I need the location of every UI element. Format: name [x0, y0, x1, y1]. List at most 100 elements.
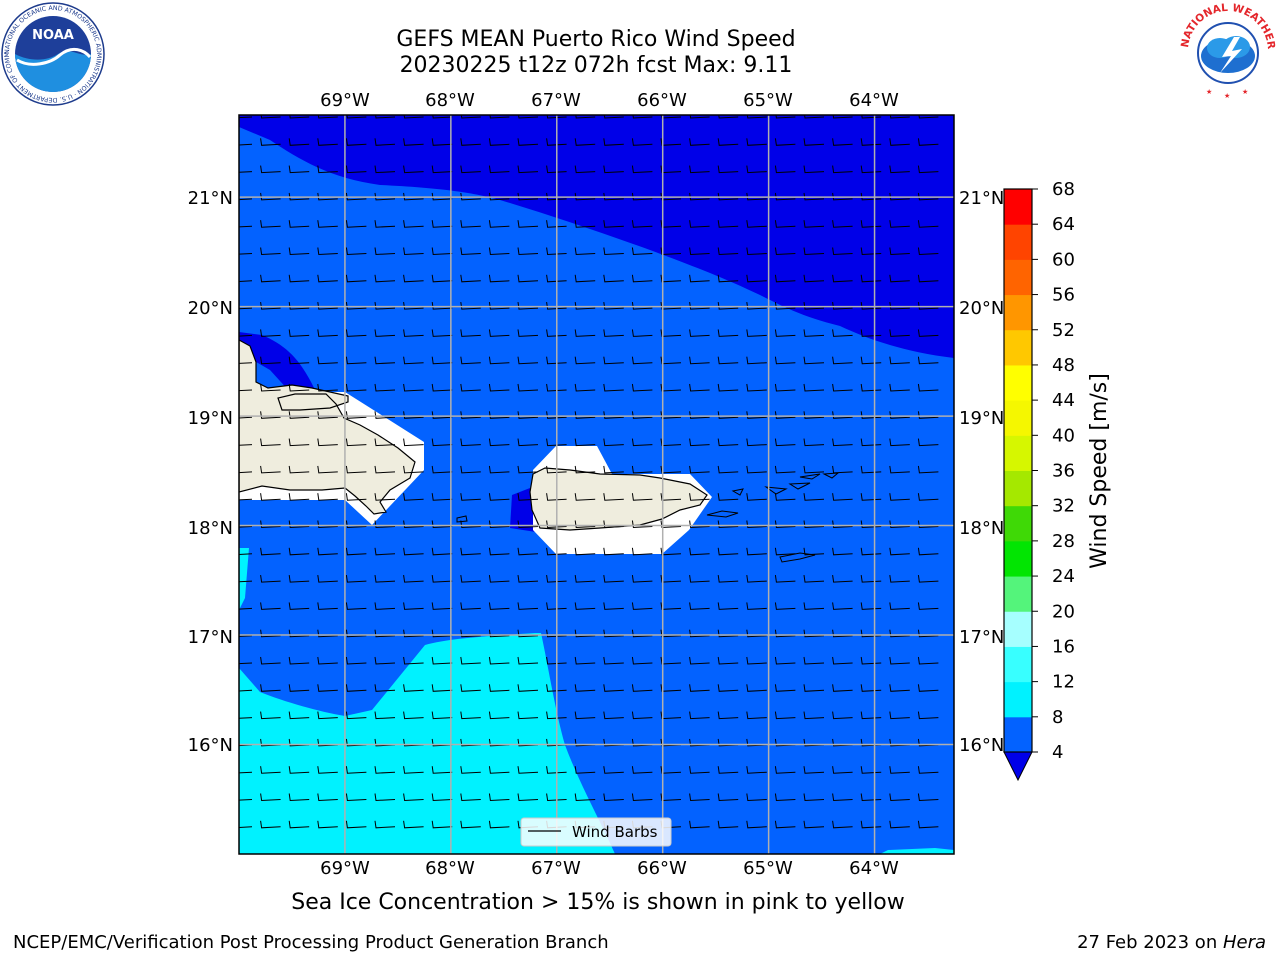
wind-barb: [917, 274, 939, 283]
wind-barb: [717, 356, 739, 365]
wind-barb: [746, 575, 767, 583]
wind-barb: [717, 629, 739, 638]
wind-barb: [288, 629, 310, 638]
wind-barb: [517, 411, 539, 419]
wind-barb: [889, 656, 910, 665]
wind-barb: [374, 465, 396, 474]
wind-barb: [345, 520, 367, 529]
wind-barb: [546, 629, 567, 638]
wind-barb: [239, 771, 253, 774]
wind-barb: [460, 165, 481, 174]
wind-barb: [317, 820, 338, 829]
wind-barb: [345, 138, 367, 146]
wind-barb: [803, 766, 825, 774]
wind-barb: [832, 684, 853, 692]
wind-barb: [832, 165, 853, 174]
wind-barb: [689, 220, 710, 228]
wind-barb: [431, 547, 453, 556]
wind-barb: [689, 138, 710, 146]
footer-date-text: 27 Feb 2023 on: [1077, 932, 1223, 953]
wind-barb: [917, 329, 939, 337]
wind-barb: [460, 602, 481, 610]
wind-barb: [239, 280, 253, 282]
wind-barb: [889, 302, 910, 310]
wind-barb: [403, 192, 424, 201]
wind-barb: [403, 411, 424, 419]
wind-barb: [488, 711, 510, 720]
wind-barb: [431, 220, 453, 228]
wind-barb: [689, 684, 710, 692]
wind-barb: [718, 115, 739, 119]
colorbar-segment: [1004, 646, 1032, 683]
colorbar-tick-label: 32: [1052, 496, 1075, 517]
wind-barb: [917, 138, 939, 146]
wind-barb: [431, 629, 453, 638]
wind-barb: [746, 793, 767, 802]
wind-barb: [603, 220, 624, 228]
sea-ice-caption: Sea Ice Concentration > 15% is shown in …: [291, 890, 905, 915]
wind-barb: [374, 820, 396, 829]
wind-barb: [774, 220, 796, 228]
wind-barb: [917, 547, 939, 556]
wind-barb: [460, 493, 481, 501]
wind-barb: [631, 602, 653, 610]
wind-barb: [574, 138, 596, 146]
wind-barb: [239, 143, 253, 146]
wind-barb: [746, 165, 767, 174]
wind-barb: [317, 302, 338, 310]
wind-barb: [488, 766, 510, 774]
wind-barb: [546, 793, 567, 802]
wind-barb: [317, 115, 338, 119]
wind-barb: [239, 116, 253, 119]
island-culebra: [731, 488, 744, 496]
lat-label: 18°N: [188, 518, 233, 539]
wind-barb: [239, 526, 253, 528]
wind-barb: [631, 793, 653, 802]
wind-barb: [431, 602, 453, 610]
wind-barb: [546, 684, 567, 692]
wind-barb: [832, 356, 853, 365]
wind-barb: [603, 493, 624, 501]
wind-barb: [889, 820, 910, 829]
wind-barb: [239, 689, 253, 692]
wind-barb: [546, 602, 567, 610]
wind-barb: [603, 138, 624, 146]
wind-barb: [774, 165, 796, 174]
wind-barb: [431, 411, 453, 419]
wind-barb: [746, 329, 767, 337]
wind-barb: [746, 192, 767, 201]
wind-barb: [631, 547, 653, 556]
wind-barb: [832, 602, 853, 610]
wind-barb: [431, 820, 453, 829]
wind-barb: [689, 192, 710, 201]
wind-barb: [374, 138, 396, 146]
wind-barb: [546, 656, 567, 665]
lon-label: 66°W: [637, 90, 687, 111]
wind-barb: [345, 575, 367, 583]
colorbar-tick-label: 28: [1052, 531, 1075, 552]
wind-barb: [917, 602, 939, 610]
wind-barb: [689, 465, 710, 474]
wind-barb: [374, 547, 396, 556]
wind-barb: [403, 547, 424, 556]
wind-barb: [546, 247, 567, 256]
wind-barb: [239, 607, 253, 610]
wind-barb: [239, 225, 253, 228]
wind-field-below-4: [239, 115, 954, 358]
wind-barb: [889, 383, 910, 392]
wind-barb: [574, 247, 596, 256]
wind-barb: [374, 383, 396, 392]
wind-barb: [746, 629, 767, 638]
wind-barb: [239, 553, 253, 555]
wind-barb: [374, 411, 396, 419]
wind-barb: [488, 465, 510, 474]
wind-barb: [631, 302, 653, 310]
wind-barb: [917, 356, 939, 365]
colorbar-segment: [1004, 224, 1032, 260]
wind-barb: [546, 520, 567, 529]
wind-barb: [631, 629, 653, 638]
wind-barb: [317, 547, 338, 556]
wind-barb: [774, 711, 796, 720]
wind-barb: [546, 220, 567, 228]
wind-barb: [260, 820, 281, 829]
